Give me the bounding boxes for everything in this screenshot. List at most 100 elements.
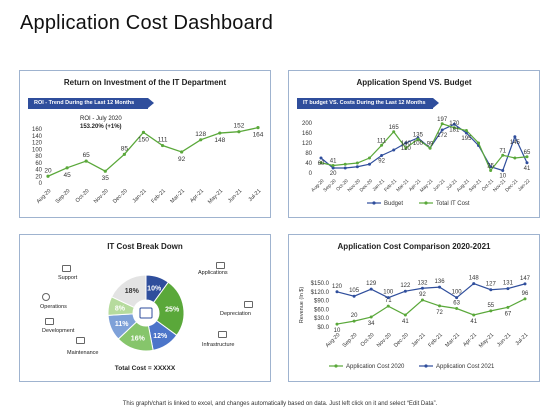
x-tick-label: Aug-20: [325, 332, 342, 349]
spend-point: [367, 156, 371, 160]
y-tick-label: $150.0: [311, 281, 330, 287]
comparison-data-label: 105: [349, 288, 360, 294]
y-tick-label: 120: [302, 141, 313, 147]
infrastructure-icon: [218, 331, 227, 338]
roi-point: [237, 130, 241, 134]
x-tick-label: Mar-21: [169, 188, 186, 205]
x-tick-label: Jun-21: [432, 178, 447, 193]
spend-point: [501, 153, 505, 157]
x-tick-label: Apr-21: [462, 332, 478, 348]
comparison-point: [386, 296, 390, 300]
comparison-data-label: 127: [486, 282, 497, 288]
roi-point: [218, 131, 222, 135]
comparison-point: [472, 282, 476, 286]
comparison-point: [352, 319, 356, 323]
total-cost: Total Cost = XXXXX: [114, 365, 176, 372]
comparison-data-label: 120: [332, 284, 343, 290]
spend-point: [404, 146, 408, 150]
development-icon: [45, 318, 54, 325]
label-maintenance: Maintenance: [67, 350, 99, 356]
spend-point: [380, 143, 384, 147]
comparison-data-label: 10: [334, 328, 341, 334]
x-tick-label: Mar-21: [444, 332, 461, 349]
breakdown-panel-title: IT Cost Break Down: [107, 242, 183, 251]
y-tick-label: $0.0: [317, 325, 329, 331]
comparison-point: [523, 297, 527, 301]
legend-marker: [372, 201, 376, 205]
roi-series-line: [47, 127, 259, 177]
spend-point: [501, 169, 505, 172]
y-tick-label: 140: [32, 134, 43, 140]
roi-point: [122, 152, 126, 156]
x-tick-label: Mar-21: [395, 178, 410, 193]
comparison-data-label: 71: [385, 298, 392, 304]
spend-point: [428, 146, 432, 150]
label-depreciation: Depreciation: [220, 311, 251, 317]
spend-data-label: 170: [449, 121, 460, 127]
x-tick-label: Sep-21: [468, 178, 483, 193]
comparison-point: [455, 307, 459, 311]
label-operations: Operations: [40, 304, 67, 310]
comparison-data-label: 96: [522, 291, 529, 297]
spend-panel-title: Application Spend VS. Budget: [356, 78, 472, 87]
comparison-data-label: 41: [402, 319, 409, 325]
spend-point: [513, 135, 517, 139]
y-tick-label: $60.0: [314, 307, 330, 313]
y-tick-label: $30.0: [314, 316, 330, 322]
y-tick-label: 0: [39, 181, 43, 187]
spend-point: [404, 141, 408, 145]
comparison-point: [420, 286, 424, 290]
spend-data-label: 25: [487, 164, 494, 170]
roi-data-label: 35: [102, 175, 110, 182]
spend-point: [464, 129, 468, 132]
x-tick-label: Dec-20: [112, 188, 129, 205]
roi-point: [199, 138, 203, 142]
label-support: Support: [58, 275, 78, 281]
x-tick-label: Nov-20: [376, 332, 393, 349]
roi-data-label: 85: [121, 145, 129, 152]
spend-point: [380, 154, 384, 157]
spend-point: [343, 162, 347, 166]
comparison-data-label: 131: [503, 281, 514, 287]
x-tick-label: Feb-21: [427, 332, 444, 349]
comparison-data-label: 122: [400, 283, 411, 289]
comparison-point: [352, 294, 356, 298]
x-tick-label: Aug-20: [36, 188, 53, 205]
spend-data-label: 172: [437, 133, 448, 139]
comparison-point: [369, 315, 373, 319]
x-tick-label: Jun-21: [496, 332, 512, 348]
comparison-point: [506, 305, 510, 309]
spend-point: [525, 155, 529, 159]
spend-point: [464, 131, 468, 135]
y-tick-label: 40: [305, 161, 312, 167]
spend-point: [392, 148, 396, 152]
roi-data-label: 148: [214, 137, 225, 144]
legend-marker: [424, 201, 428, 205]
spend-data-label: 195: [461, 136, 472, 142]
donut-slice-label: 10%: [147, 285, 162, 292]
y-tick-label: 160: [302, 131, 313, 137]
footer-note: This graph/chart is linked to excel, and…: [122, 401, 438, 407]
operations-icon: [42, 293, 50, 301]
comparison-point: [523, 282, 527, 286]
comparison-series-line: [336, 298, 526, 325]
comparison-point: [369, 287, 373, 291]
x-tick-label: Feb-21: [150, 188, 167, 205]
roi-data-label: 128: [195, 131, 206, 138]
spend-point: [416, 137, 420, 141]
x-tick-label: Jan-21: [411, 332, 427, 348]
roi-note: ROI - July 2020 153.20% (+1%): [80, 115, 122, 131]
y-tick-label: 0: [309, 171, 313, 177]
roi-point: [46, 174, 50, 178]
spend-point: [319, 161, 323, 165]
spend-point: [367, 162, 371, 166]
roi-panel: Return on Investment of the IT Departmen…: [19, 70, 271, 218]
y-tick-label: $90.0: [314, 299, 330, 305]
x-tick-label: Jul-21: [248, 188, 263, 203]
roi-panel-title: Return on Investment of the IT Departmen…: [63, 78, 227, 87]
comparison-point: [472, 313, 476, 317]
spend-data-label: 111: [377, 138, 387, 144]
legend-label: Application Cost 2021: [436, 364, 495, 370]
spend-data-label: 41: [524, 166, 531, 172]
center-icon: [139, 307, 153, 319]
